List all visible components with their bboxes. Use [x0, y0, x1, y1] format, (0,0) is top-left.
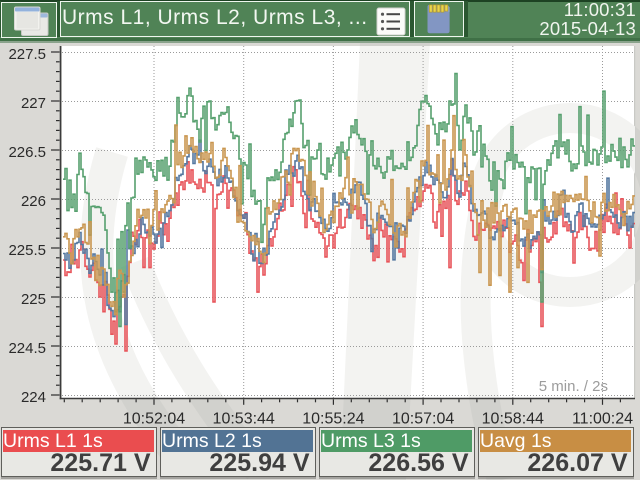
svg-text:227.5: 227.5 [8, 46, 46, 63]
svg-text:226.5: 226.5 [8, 144, 46, 161]
svg-text:227: 227 [21, 95, 46, 112]
svg-text:224: 224 [21, 389, 46, 406]
svg-text:5 min. / 2s: 5 min. / 2s [539, 378, 608, 395]
svg-text:10:57:04: 10:57:04 [392, 411, 454, 428]
svg-text:225: 225 [21, 291, 46, 308]
svg-text:10:55:24: 10:55:24 [302, 411, 364, 428]
svg-text:225.5: 225.5 [8, 242, 46, 259]
svg-text:11:00:24: 11:00:24 [572, 411, 633, 428]
svg-text:10:52:04: 10:52:04 [123, 411, 185, 428]
svg-text:10:53:44: 10:53:44 [213, 411, 275, 428]
svg-text:10:58:44: 10:58:44 [482, 411, 544, 428]
svg-text:226: 226 [21, 193, 46, 210]
svg-text:224.5: 224.5 [8, 340, 46, 357]
